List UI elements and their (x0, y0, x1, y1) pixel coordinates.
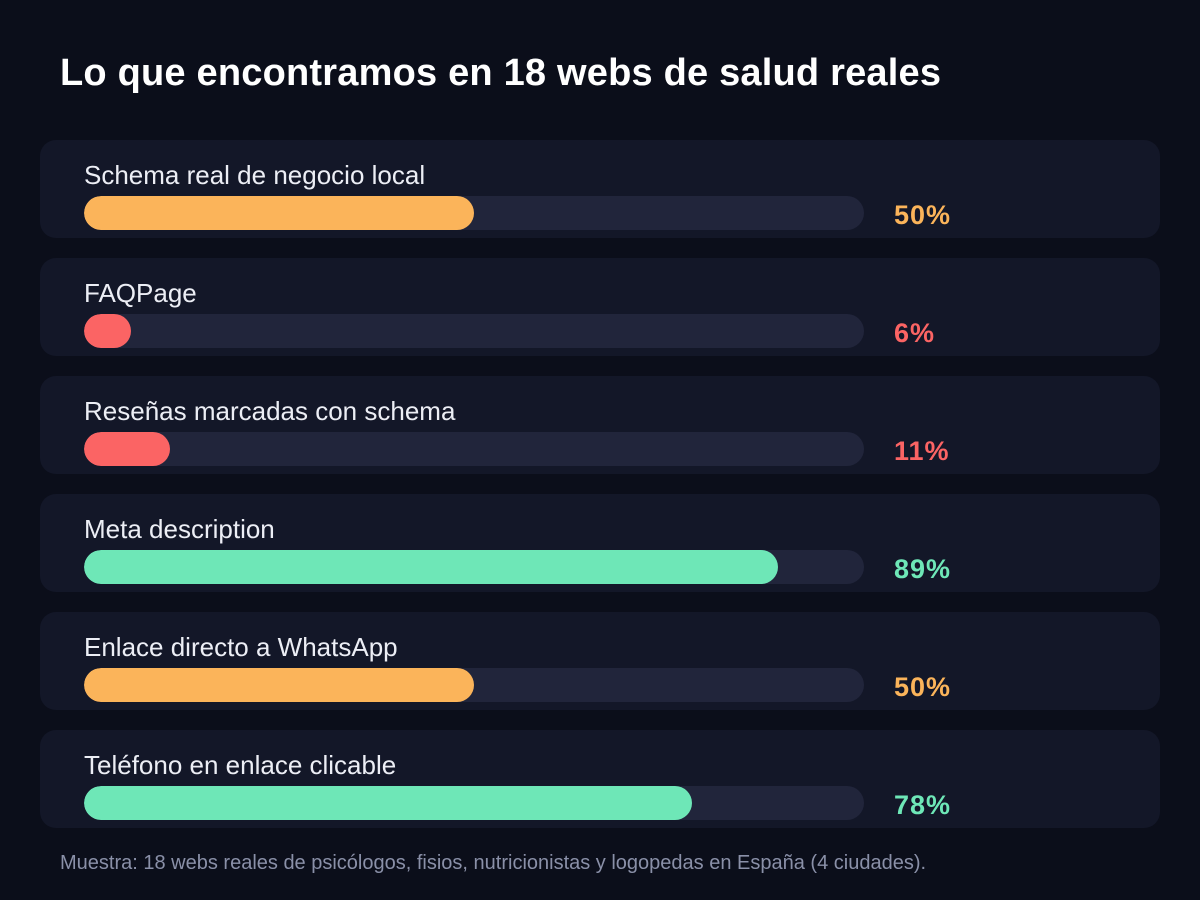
bar-value-label: 89% (894, 554, 952, 584)
bar-label: Reseñas marcadas con schema (84, 396, 456, 426)
bar-row: FAQPage 6% (40, 258, 1160, 356)
bar-row: Schema real de negocio local 50% (40, 140, 1160, 238)
bar-chart: Schema real de negocio local 50% FAQPage… (40, 140, 1160, 828)
bar-fill (84, 786, 693, 820)
bar-track (84, 432, 864, 466)
bar-label: Teléfono en enlace clicable (84, 750, 397, 780)
bar-label: Meta description (84, 514, 275, 544)
bar-value-label: 50% (894, 200, 952, 230)
bar-row: Meta description 89% (40, 494, 1160, 592)
bar-row: Teléfono en enlace clicable 78% (40, 730, 1160, 828)
bar-fill (84, 550, 779, 584)
bar-value-label: 11% (894, 436, 950, 466)
bar-label: Schema real de negocio local (84, 160, 426, 190)
bar-value-label: 78% (894, 790, 952, 820)
bar-fill (84, 196, 474, 230)
footnote: Muestra: 18 webs reales de psicólogos, f… (60, 852, 927, 874)
bar-value-label: 6% (894, 318, 936, 348)
bar-value-label: 50% (894, 672, 952, 702)
bar-row: Reseñas marcadas con schema 11% (40, 376, 1160, 474)
bar-fill (84, 432, 170, 466)
bar-fill (84, 668, 474, 702)
chart-title: Lo que encontramos en 18 webs de salud r… (60, 52, 942, 94)
bar-track (84, 314, 864, 348)
bar-row: Enlace directo a WhatsApp 50% (40, 612, 1160, 710)
bar-track (84, 786, 864, 820)
bar-label: FAQPage (84, 278, 197, 308)
bar-fill (84, 314, 131, 348)
bar-track (84, 668, 864, 702)
bar-label: Enlace directo a WhatsApp (84, 632, 398, 662)
bar-track (84, 196, 864, 230)
bar-track (84, 550, 864, 584)
